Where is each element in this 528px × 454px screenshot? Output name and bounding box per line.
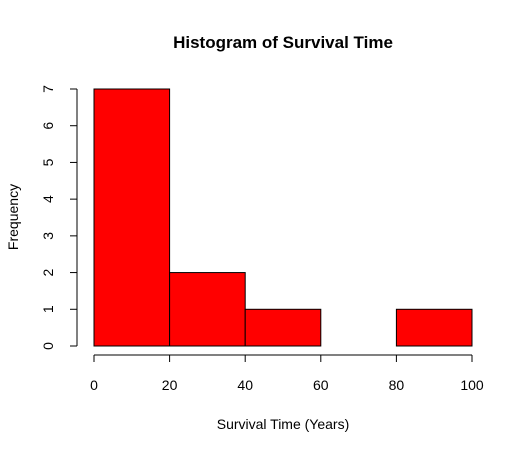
bars-group [93, 88, 473, 347]
x-tick-label: 60 [313, 377, 329, 393]
y-tick-label: 3 [40, 232, 56, 240]
y-tick-label: 6 [40, 122, 56, 130]
x-axis: 0 20 40 60 80 100 [90, 354, 484, 393]
histogram-bar [93, 88, 171, 347]
y-axis: 0 1 2 3 4 5 6 7 [40, 85, 78, 350]
x-tick-label: 100 [460, 377, 484, 393]
y-axis-label: Frequency [5, 184, 21, 250]
histogram-bar [244, 308, 322, 347]
x-tick-label: 20 [162, 377, 178, 393]
x-tick-label: 80 [389, 377, 405, 393]
x-axis-label: Survival Time (Years) [217, 416, 350, 432]
histogram-bar [169, 272, 246, 347]
y-tick-label: 0 [40, 342, 56, 350]
y-tick-label: 1 [40, 305, 56, 313]
y-tick-label: 4 [40, 195, 56, 203]
x-tick-label: 40 [237, 377, 253, 393]
chart-title: Histogram of Survival Time [173, 33, 393, 52]
y-tick-label: 7 [40, 85, 56, 93]
histogram-bar [395, 308, 473, 347]
y-tick-label: 2 [40, 268, 56, 276]
x-tick-label: 0 [90, 377, 98, 393]
y-tick-label: 5 [40, 158, 56, 166]
